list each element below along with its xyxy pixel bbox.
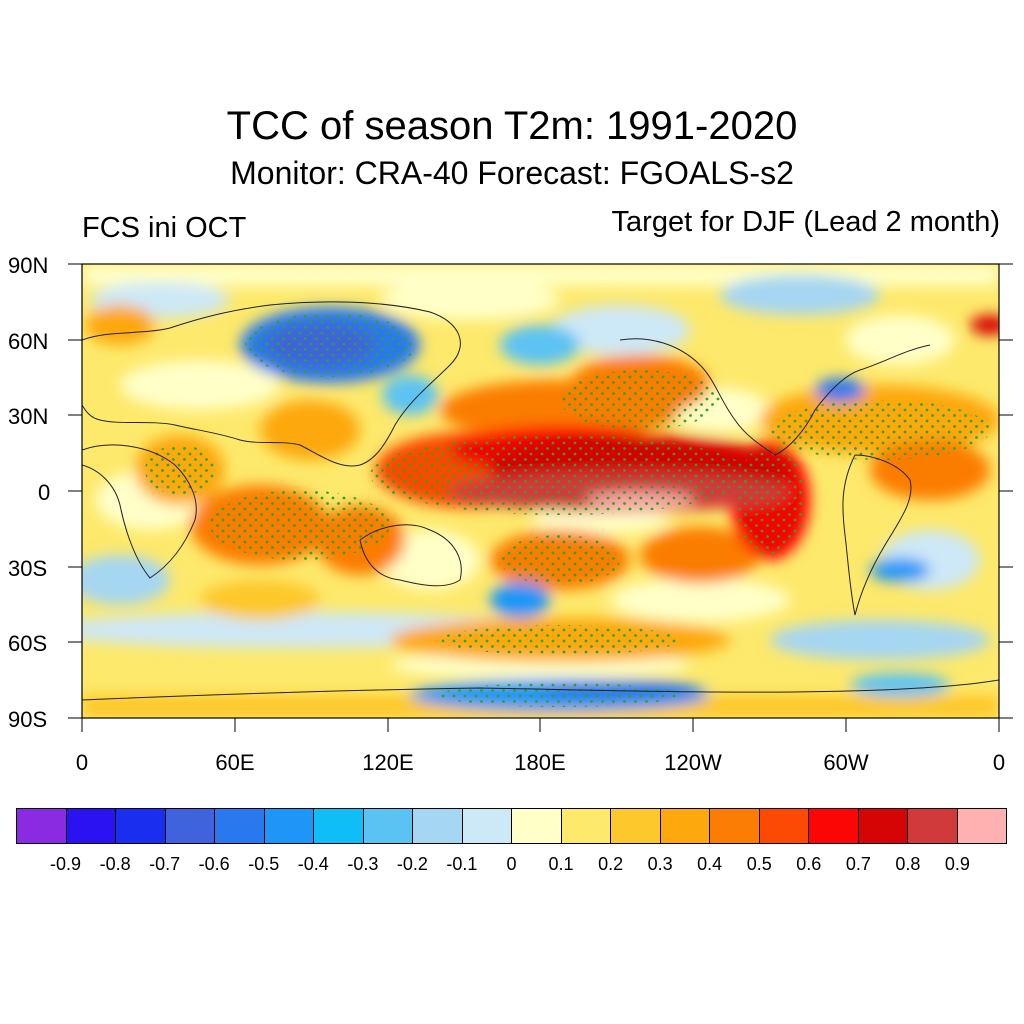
colorbar-tick-label: -0.6: [198, 854, 230, 874]
colorbar-tick-label: -0.7: [149, 854, 181, 874]
colorbar-swatch: [66, 809, 116, 843]
lat-label: 30N: [8, 404, 49, 429]
colorbar-tick-label: 0.1: [548, 854, 574, 874]
colorbar-swatch: [363, 809, 413, 843]
lon-label: 60E: [215, 750, 255, 775]
coastlines: [82, 301, 999, 701]
colorbar-tick-label: -0.2: [396, 854, 428, 874]
colorbar-tick-label: -0.5: [248, 854, 280, 874]
colorbar-swatch: [264, 809, 314, 843]
colorbar-tick-label: -0.1: [446, 854, 478, 874]
colorbar-swatch: [116, 809, 166, 843]
axis-ticks: [68, 263, 1013, 732]
colorbar-tick-label: 0.9: [944, 854, 970, 874]
colorbar-swatch: [17, 809, 67, 843]
lat-label: 90N: [8, 253, 49, 278]
figure-subtitle: Monitor: CRA-40 Forecast: FGOALS-s2: [230, 155, 794, 191]
colorbar-tick-label: -0.8: [99, 854, 131, 874]
colorbar-tick-label: 0: [506, 854, 517, 874]
colorbar-swatch: [759, 809, 809, 843]
colorbar-tick-label: -0.3: [347, 854, 379, 874]
colorbar-tick-label: 0.3: [647, 854, 673, 874]
colorbar-swatch: [809, 809, 859, 843]
colorbar-tick-label: 0.7: [845, 854, 871, 874]
colorbar-swatch: [561, 809, 611, 843]
colorbar-swatch: [413, 809, 463, 843]
lat-label: 60S: [8, 631, 48, 656]
colorbar-tick-label: 0.8: [895, 854, 921, 874]
lat-label: 30S: [8, 556, 48, 581]
colorbar-swatch: [215, 809, 265, 843]
colorbar-tick-label: 0.5: [746, 854, 772, 874]
colorbar-swatch: [611, 809, 661, 843]
init-month-label: FCS ini OCT: [82, 212, 247, 244]
colorbar-swatch: [462, 809, 512, 843]
colorbar-swatch: [660, 809, 710, 843]
colorbar-swatch: [165, 809, 215, 843]
colorbar-tick-label: 0.2: [598, 854, 624, 874]
colorbar-swatch: [908, 809, 958, 843]
lon-label: 60W: [823, 750, 869, 775]
lat-label: 90S: [8, 707, 48, 732]
colorbar-swatch: [512, 809, 562, 843]
colorbar-tick-label: 0.4: [697, 854, 723, 874]
significance-stippling: [145, 313, 990, 707]
colorbar-tick-label: -0.9: [50, 854, 82, 874]
colorbar-swatch: [858, 809, 908, 843]
colorbar-tick-label: -0.4: [297, 854, 329, 874]
figure-title: TCC of season T2m: 1991-2020: [226, 104, 798, 148]
lon-label: 120E: [362, 750, 414, 775]
colorbar-swatch: [314, 809, 364, 843]
lon-label: 0: [75, 750, 89, 775]
lat-label: 60N: [8, 329, 49, 354]
lon-label: 120W: [664, 750, 722, 775]
lon-label: 0: [992, 750, 1006, 775]
colorbar-swatch: [957, 809, 1006, 843]
colorbar-swatch: [710, 809, 760, 843]
lat-label: 0: [38, 480, 51, 505]
lon-label: 180E: [514, 750, 566, 775]
colorbar-tick-label: 0.6: [796, 854, 822, 874]
colorbar: [16, 808, 1007, 844]
target-season-label: Target for DJF (Lead 2 month): [611, 206, 1000, 238]
